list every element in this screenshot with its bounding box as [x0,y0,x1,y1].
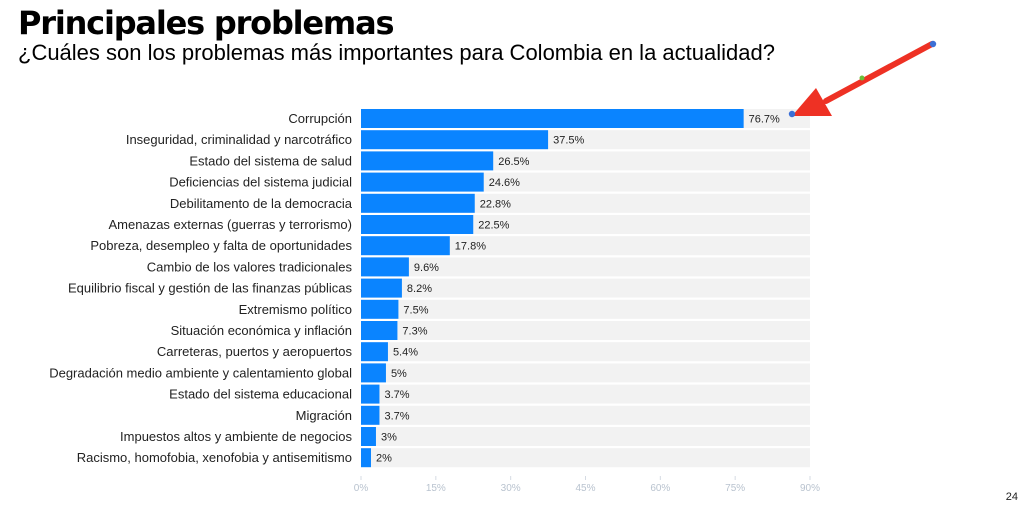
category-label: Amenazas externas (guerras y terrorismo) [109,217,352,232]
bar-track [361,278,810,298]
value-label: 76.7% [749,114,780,126]
bar-track [361,321,810,340]
category-label: Equilibrio fiscal y gestión de las finan… [68,281,352,296]
value-label: 37.5% [553,135,584,147]
bar [361,236,450,256]
bar-track [361,257,810,277]
value-label: 2% [376,453,392,465]
bar [361,342,388,362]
category-label: Migración [296,408,352,423]
category-label: Situación económica y inflación [171,323,352,338]
bar [361,384,380,404]
page-number: 24 [1005,491,1018,503]
tick-label: 60% [650,483,670,494]
bar-track [361,236,810,256]
tick-label: 90% [800,483,820,494]
category-label: Pobreza, desempleo y falta de oportunida… [90,238,352,253]
category-label: Degradación medio ambiente y calentamien… [49,365,352,380]
bar [361,299,399,319]
page-subtitle: ¿Cuáles son los problemas más importante… [18,40,775,65]
value-label: 9.6% [414,262,439,274]
x-axis-ticks: 0% 15% 30% 45% 60% 75% 90% [354,476,820,494]
bar-track [361,342,810,362]
value-label: 26.5% [498,156,529,168]
bar-track [361,384,810,404]
value-label: 3% [381,432,397,444]
category-label: Cambio de los valores tradicionales [147,259,353,274]
bar [361,215,474,234]
bar [361,278,402,298]
category-label: Impuestos altos y ambiente de negocios [120,429,352,444]
value-label: 5.4% [393,347,418,359]
value-label: 5% [391,368,407,380]
bar [361,193,475,213]
value-label: 7.5% [403,304,428,316]
bar [361,405,380,425]
tick-label: 75% [725,483,745,494]
bar [361,321,398,340]
bar [361,151,494,171]
bars [361,109,744,468]
arrow-head [792,88,832,116]
category-label: Estado del sistema de salud [189,153,352,168]
arrow-handle [859,75,865,81]
category-labels: Corrupción Inseguridad, criminalidad y na… [49,111,353,465]
category-label: Carreteras, puertos y aeropuertos [157,344,353,359]
value-label: 7.3% [402,326,427,338]
bar [361,130,549,150]
bar-track [361,427,810,446]
value-labels: 76.7% 37.5% 26.5% 24.6% 22.8% 22.5% 17.8% 9.6% 8… [376,114,780,465]
tick-label: 0% [354,483,369,494]
category-label: Racismo, homofobia, xenofobia y antisemi… [77,450,352,465]
bar [361,172,484,192]
value-label: 22.8% [480,198,511,210]
category-label: Inseguridad, criminalidad y narcotráfico [126,132,352,147]
category-label: Corrupción [288,111,352,126]
bar [361,109,744,128]
value-label: 3.7% [384,410,409,422]
arrow-shaft [823,41,935,104]
bar-track [361,299,810,319]
category-label: Debilitamento de la democracia [170,196,353,211]
value-label: 3.7% [384,389,409,401]
value-label: 22.5% [478,220,509,232]
page-title: Principales problemas [18,4,395,42]
tick-label: 30% [501,483,521,494]
bar [361,363,386,383]
value-label: 8.2% [407,283,432,295]
arrow-handle [788,110,796,118]
tick-label: 45% [575,483,595,494]
bar-track [361,405,810,425]
category-label: Estado del sistema educacional [169,387,352,402]
bar [361,427,376,446]
bar [361,257,409,277]
bar-track [361,363,810,383]
arrow-handle [929,40,937,48]
value-label: 17.8% [455,241,486,253]
category-label: Deficiencias del sistema judicial [169,175,352,190]
bar-track [361,448,810,468]
category-label: Extremismo político [239,302,352,317]
value-label: 24.6% [489,177,520,189]
tick-label: 15% [426,483,446,494]
red-arrow-annotation [788,40,937,118]
bar [361,448,371,468]
